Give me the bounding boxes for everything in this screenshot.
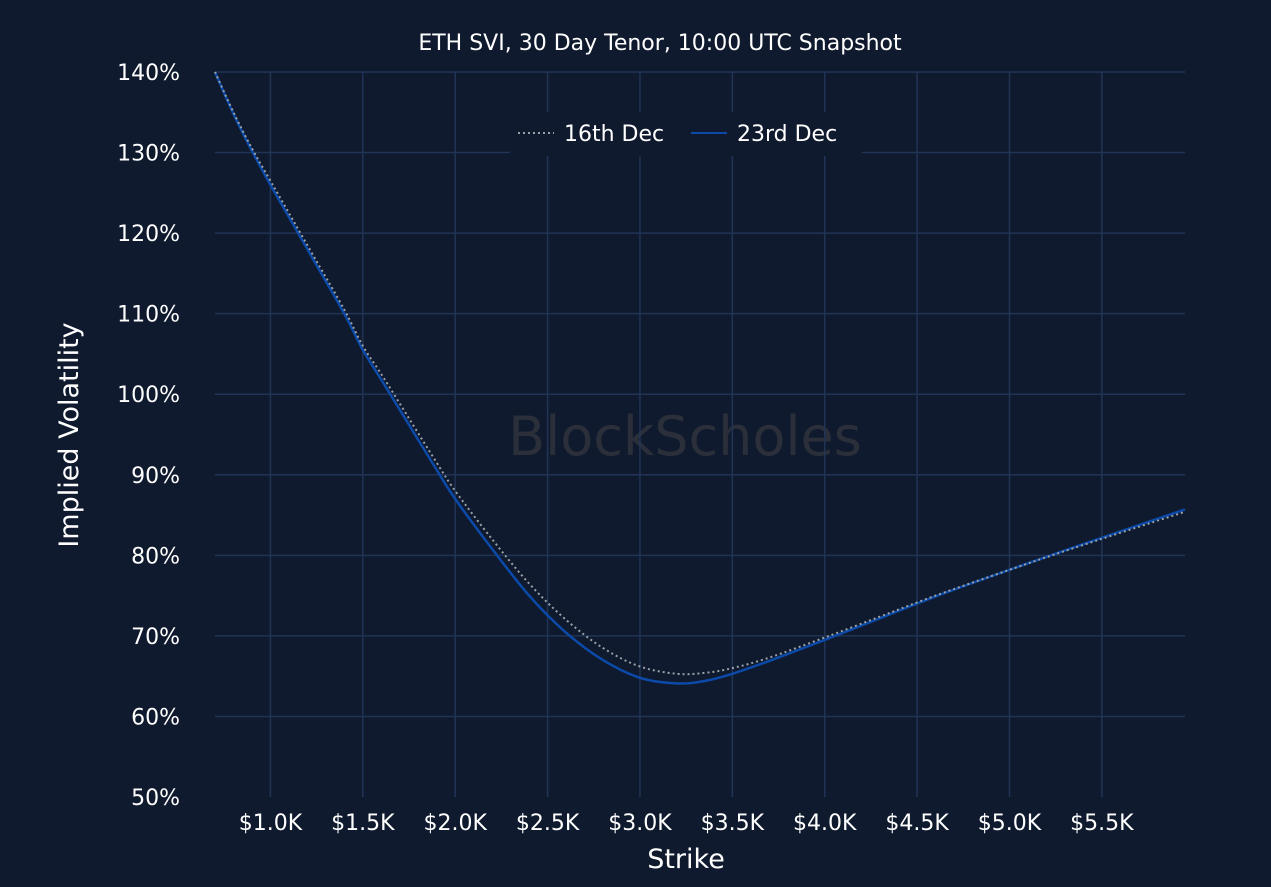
legend-background: [510, 112, 862, 156]
x-axis-title: Strike: [647, 844, 725, 875]
y-axis-title: Implied Volatility: [54, 322, 85, 547]
y-tick-label: 120%: [117, 222, 180, 247]
grid-lines: [215, 71, 1185, 797]
y-tick-label: 110%: [117, 303, 180, 328]
x-tick-label: $5.0K: [978, 811, 1042, 836]
legend-label: 16th Dec: [564, 122, 664, 147]
y-tick-label: 70%: [131, 625, 180, 650]
y-tick-label: 130%: [117, 142, 180, 167]
y-tick-label: 80%: [131, 544, 180, 569]
y-tick-label: 60%: [131, 705, 180, 730]
series-line-23rd-dec: [213, 71, 1186, 685]
series-line-16th-dec: [214, 71, 1186, 676]
watermark-logo: BlockScholes: [508, 405, 862, 468]
series-layer: [213, 71, 1186, 685]
x-tick-label: $2.0K: [423, 811, 487, 836]
y-axis-ticks: 50% 60% 70% 80% 90% 100% 110% 120% 130% 140%: [117, 61, 180, 811]
x-tick-label: $3.0K: [608, 811, 672, 836]
y-tick-label: 90%: [131, 464, 180, 489]
x-tick-label: $4.5K: [885, 811, 949, 836]
x-tick-label: $3.5K: [701, 811, 765, 836]
x-tick-label: $1.0K: [239, 811, 303, 836]
legend-label: 23rd Dec: [737, 122, 837, 147]
x-tick-label: $5.5K: [1070, 811, 1134, 836]
x-tick-label: $1.5K: [331, 811, 395, 836]
legend: 16th Dec 23rd Dec: [510, 112, 862, 156]
chart-title: ETH SVI, 30 Day Tenor, 10:00 UTC Snapsho…: [418, 31, 902, 56]
x-tick-label: $2.5K: [516, 811, 580, 836]
y-tick-label: 50%: [131, 786, 180, 811]
y-tick-label: 140%: [117, 61, 180, 86]
y-tick-label: 100%: [117, 383, 180, 408]
x-tick-label: $4.0K: [793, 811, 857, 836]
x-axis-ticks: $1.0K $1.5K $2.0K $2.5K $3.0K $3.5K $4.0K $4.5K…: [239, 811, 1134, 836]
